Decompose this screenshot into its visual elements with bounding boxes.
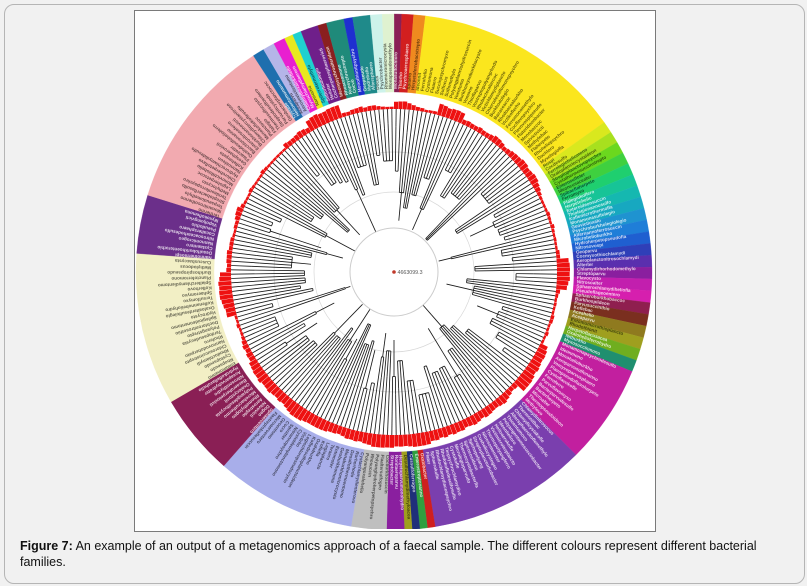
svg-text:4663099.3: 4663099.3	[398, 270, 423, 276]
svg-text:Monapseudomethylo: Monapseudomethylo	[387, 43, 393, 89]
